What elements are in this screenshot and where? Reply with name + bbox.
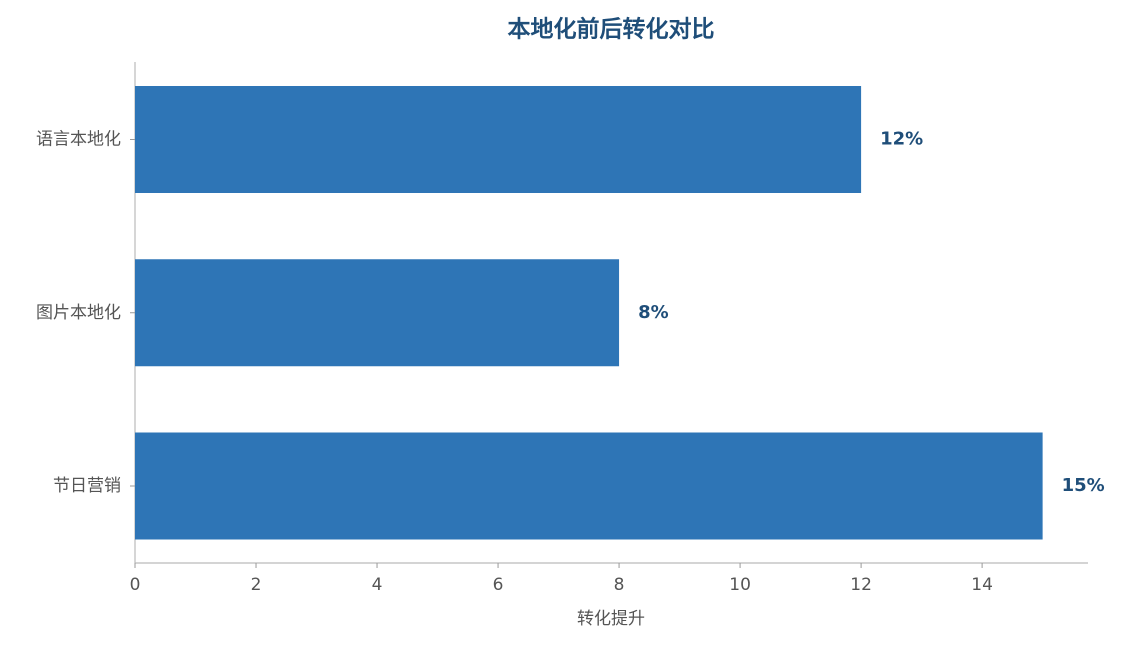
value-label: 8% xyxy=(638,302,669,323)
bar xyxy=(135,259,620,367)
x-tick-label: 0 xyxy=(130,575,141,595)
bar xyxy=(135,86,862,193)
x-tick-label: 14 xyxy=(971,575,993,595)
value-label: 12% xyxy=(880,129,923,150)
x-tick-label: 10 xyxy=(729,575,751,595)
x-tick-label: 12 xyxy=(850,575,872,595)
y-tick-label: 节日营销 xyxy=(53,476,121,496)
chart-title: 本地化前后转化对比 xyxy=(508,16,715,43)
x-tick-label: 2 xyxy=(251,575,262,595)
x-tick-label: 4 xyxy=(372,575,383,595)
x-tick-label: 6 xyxy=(493,575,504,595)
value-label: 15% xyxy=(1062,475,1105,496)
x-axis-label: 转化提升 xyxy=(577,609,645,629)
bar xyxy=(135,432,1043,540)
y-tick-label: 图片本地化 xyxy=(36,303,121,323)
y-tick-label: 语言本地化 xyxy=(36,130,121,150)
x-tick-label: 8 xyxy=(614,575,625,595)
